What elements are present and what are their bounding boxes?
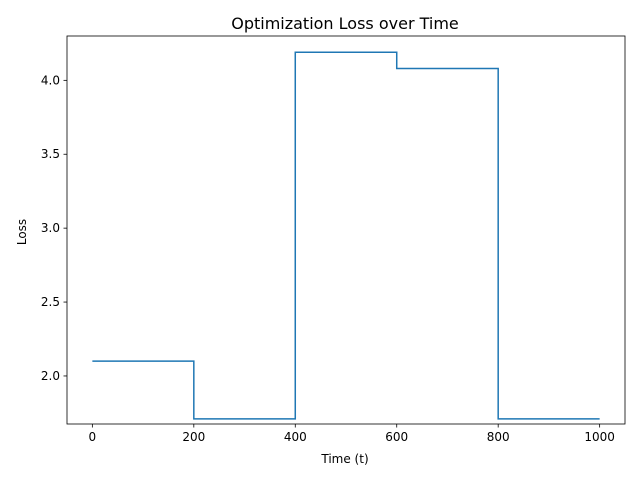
x-tick-label: 800 [487, 430, 510, 444]
axes-frame [66, 35, 626, 425]
y-tick-label: 3.5 [41, 147, 60, 161]
y-axis-label: Loss [15, 219, 29, 245]
plot-area [92, 51, 600, 420]
y-tick-label: 4.0 [41, 73, 60, 87]
series-line-0 [92, 51, 600, 420]
x-tick-label: 200 [182, 430, 205, 444]
x-tick-label: 1000 [584, 430, 615, 444]
x-tick-label: 0 [89, 430, 97, 444]
y-axis-ticks: 2.0 2.5 3.0 3.5 4.0 [41, 73, 67, 383]
y-tick-label: 3.0 [41, 221, 60, 235]
x-axis-label: Time (t) [320, 452, 368, 466]
x-tick-label: 600 [385, 430, 408, 444]
y-tick-label: 2.0 [41, 369, 60, 383]
x-axis-ticks: 0 200 400 600 800 1000 [89, 424, 615, 444]
y-tick-label: 2.5 [41, 295, 60, 309]
x-tick-label: 400 [284, 430, 307, 444]
chart-title: Optimization Loss over Time [231, 14, 459, 33]
